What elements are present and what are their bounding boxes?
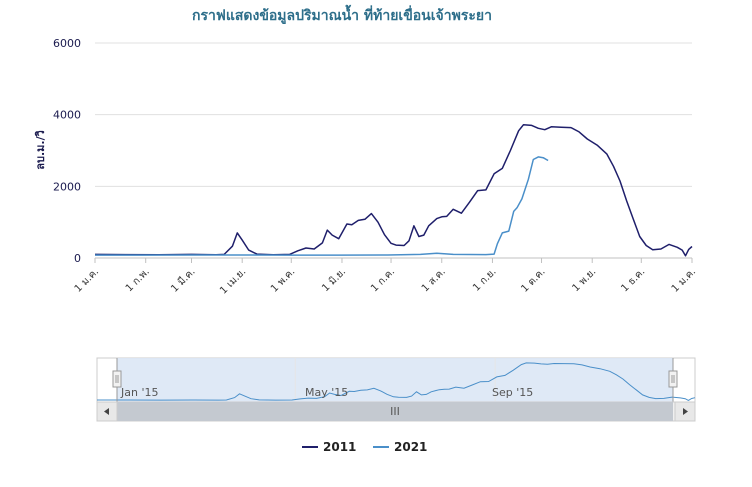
x-tick-label: 1 ม.ค. bbox=[73, 266, 101, 294]
x-tick-label: 1 ก.ย. bbox=[471, 266, 498, 293]
legend-item-2021[interactable]: 2021 bbox=[373, 440, 427, 454]
navigator-handle-right[interactable] bbox=[668, 370, 678, 388]
navigator-label-sep: Sep '15 bbox=[492, 386, 533, 399]
x-tick-label: 1 พ.ค. bbox=[269, 266, 297, 294]
series-line-2021 bbox=[95, 156, 549, 256]
series-line-2011 bbox=[94, 123, 693, 257]
navigator-label-jan: Jan '15 bbox=[120, 386, 158, 399]
navigator-grid bbox=[294, 358, 496, 401]
x-tick-label: 1 ม.ค. bbox=[670, 266, 698, 294]
y-tick-label: 4000 bbox=[53, 109, 81, 122]
navigator-selection[interactable] bbox=[117, 358, 673, 402]
scroll-left-button[interactable] bbox=[96, 401, 118, 422]
x-tick-label: 1 พ.ย. bbox=[571, 266, 599, 294]
legend: 2011 2021 bbox=[302, 440, 427, 454]
x-tick-label: 1 เม.ย. bbox=[218, 266, 248, 296]
x-tick-label: 1 ต.ค. bbox=[519, 266, 547, 294]
x-tick-label: 1 มิ.ย. bbox=[320, 266, 348, 294]
scroll-right-button[interactable] bbox=[674, 401, 696, 422]
legend-label-2011: 2011 bbox=[323, 440, 356, 454]
navigator[interactable]: Jan '15 May '15 Sep '15 bbox=[96, 357, 696, 403]
chart-title: กราฟแสดงข้อมูลปริมาณน้ำ ที่ท้ายเขื่อนเจ้… bbox=[192, 4, 492, 24]
x-axis: 1 ม.ค. 1 ก.พ. 1 มี.ค. 1 เม.ย. 1 พ.ค. 1 มิ.ย. 1… bbox=[73, 257, 698, 297]
navigator-handle-left[interactable] bbox=[112, 370, 122, 388]
scrollbar-thumb[interactable] bbox=[117, 402, 673, 421]
arrow-left-icon bbox=[104, 408, 109, 415]
legend-item-2011[interactable]: 2011 bbox=[302, 440, 356, 454]
scrollbar-grip: III bbox=[390, 405, 400, 418]
scrollbar[interactable]: III bbox=[96, 401, 696, 422]
navigator-series bbox=[97, 362, 696, 401]
y-tick-label: 0 bbox=[74, 252, 81, 265]
y-axis-label: ลบ.ม./วิ bbox=[34, 130, 47, 170]
x-tick-label: 1 มี.ค. bbox=[168, 266, 197, 295]
y-axis-ticks: 0 2000 4000 6000 bbox=[53, 37, 81, 265]
x-tick-label: 1 ก.พ. bbox=[124, 266, 152, 294]
x-tick-label: 1 ส.ค. bbox=[420, 266, 448, 294]
series-group bbox=[94, 123, 693, 257]
legend-label-2021: 2021 bbox=[394, 440, 427, 454]
navigator-line-2011 bbox=[97, 362, 696, 401]
navigator-label-may: May '15 bbox=[305, 386, 348, 399]
x-tick-label: 1 ธ.ค. bbox=[619, 266, 647, 294]
x-tick-label: 1 ก.ค. bbox=[369, 266, 397, 294]
y-tick-label: 6000 bbox=[53, 37, 81, 50]
arrow-right-icon bbox=[683, 408, 688, 415]
y-tick-label: 2000 bbox=[53, 180, 81, 193]
